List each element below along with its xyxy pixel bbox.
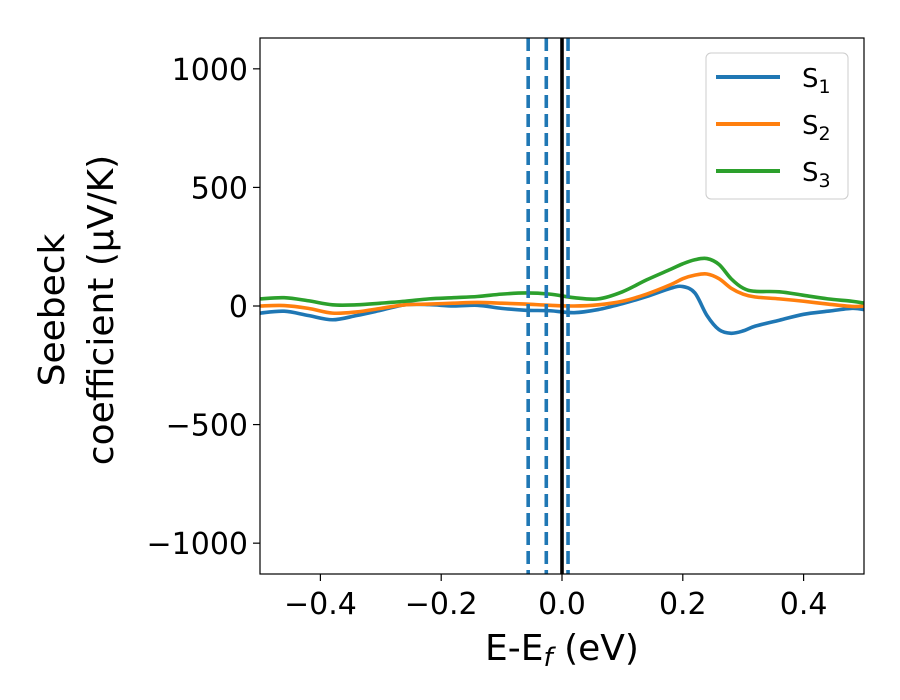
legend-label-s1: S1 [802, 64, 831, 98]
vline-layer [526, 38, 570, 574]
y-tick-label: −1000 [147, 527, 248, 562]
x-tick-label: −0.2 [405, 587, 478, 622]
legend-label-s2: S2 [802, 111, 831, 145]
y-axis-label-line1: Seebeck [32, 233, 73, 386]
x-tick-label: 0.4 [780, 587, 828, 622]
x-tick-label: 0.0 [538, 587, 586, 622]
series-layer [260, 256, 864, 336]
y-tick-label: −500 [166, 409, 248, 444]
y-axis-label-line2: coefficient (μV/K) [81, 155, 122, 465]
y-axis: −1000 −500 0 500 1000 [147, 53, 260, 562]
y-axis-label: Seebeck coefficient (μV/K) [32, 155, 122, 465]
y-tick-label: 1000 [172, 53, 248, 88]
legend-label-s3: S3 [802, 158, 831, 192]
series-line-s2 [260, 272, 864, 316]
series-line-s1 [260, 284, 864, 336]
x-tick-label: 0.2 [659, 587, 707, 622]
x-axis-label: E-Ef (eV) [485, 628, 639, 673]
x-tick-label: −0.4 [284, 587, 357, 622]
legend: S1 S2 S3 [705, 52, 849, 200]
y-tick-label: 0 [229, 290, 248, 325]
y-tick-label: 500 [191, 171, 248, 206]
series-line-s3 [260, 256, 864, 307]
x-axis: −0.4 −0.2 0.0 0.2 0.4 [284, 574, 827, 622]
